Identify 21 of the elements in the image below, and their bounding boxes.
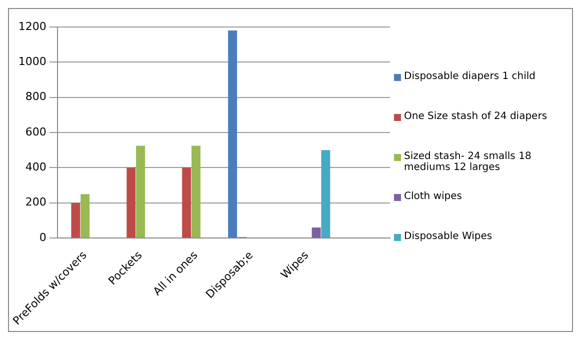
- y-tick-label: 200: [25, 196, 46, 209]
- bar: [71, 202, 80, 238]
- legend-label: Disposable diapers 1 child: [404, 71, 536, 82]
- y-tick-label: 1200: [18, 20, 46, 33]
- bar: [228, 30, 238, 238]
- legend-label: Sized stash- 24 smalls 18 mediums 12 larges: [404, 151, 532, 173]
- y-tick-label: 400: [25, 160, 46, 174]
- bar: [321, 150, 330, 238]
- y-tick-label: 600: [25, 125, 46, 138]
- y-tick-label: 800: [25, 90, 46, 104]
- bar: [126, 168, 136, 238]
- y-tick-label: 1000: [18, 55, 46, 68]
- bar: [136, 146, 146, 238]
- legend-label: Disposable Wipes: [404, 231, 492, 242]
- bar: [182, 168, 192, 238]
- bar: [312, 228, 321, 238]
- y-tick-label: 0: [39, 230, 46, 244]
- legend-label: One Size stash of 24 diapers: [404, 111, 548, 122]
- bar: [191, 146, 200, 238]
- bar: [80, 194, 90, 238]
- legend-label: Cloth wipes: [404, 191, 462, 202]
